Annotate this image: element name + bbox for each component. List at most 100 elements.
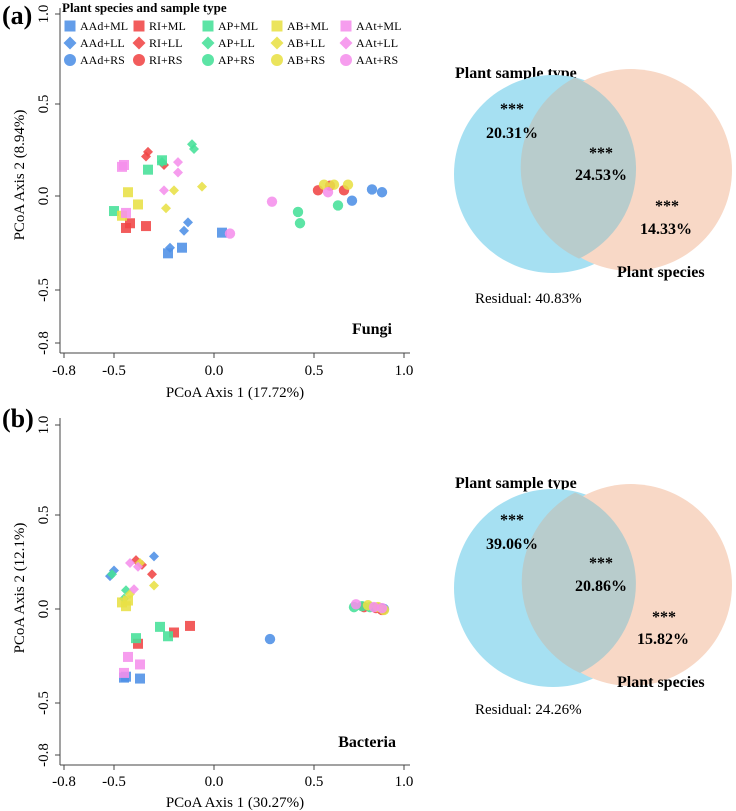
venn-pct-overlap: 24.53% [575,167,627,184]
y-tick-label: -0.5 [36,691,52,715]
data-point [143,146,153,157]
legend-marker [339,36,353,50]
legend-marker [270,36,284,50]
data-point [366,184,378,195]
y-tick-label: -0.5 [36,278,52,302]
y-tick-label: 1.0 [36,5,52,24]
data-point [342,179,354,190]
data-point [163,631,173,642]
data-point [165,242,175,253]
data-point [149,580,159,591]
x-axis-label: PCoA Axis 1 (17.72%) [166,385,304,401]
venn-pct-overlap: 20.86% [575,578,627,595]
data-point [143,164,153,175]
venn-sig-left: *** [500,512,524,529]
data-point [147,569,157,580]
legend-marker [64,54,76,66]
venn-diagram-bacteria: Plant sample type *** 39.06% *** 20.86% … [454,475,732,718]
data-point [197,181,207,192]
legend-label: RI+LL [149,36,182,50]
data-point [125,218,135,229]
legend-marker [132,36,146,50]
data-point [173,157,183,168]
x-tick-label: 0.0 [205,363,224,379]
legend-marker [201,36,215,50]
x-tick-label: 1.0 [395,774,414,790]
x-tick-label: -0.8 [52,774,76,790]
venn-pct-right: 14.33% [640,221,692,238]
x-tick-label: -0.5 [102,363,126,379]
scatter-plot-bacteria: -0.8 -0.5 0.0 0.5 1.0 1.0 0.5 0.0 -0.5 -… [12,416,413,811]
data-point [350,599,362,610]
y-tick-label: 0.0 [36,187,52,206]
data-point [328,179,340,190]
data-point [376,187,388,198]
legend-marker [133,20,145,32]
venn-overlap [520,77,637,259]
legend-label: AP+ML [218,19,258,33]
data-point [107,569,117,580]
venn-title-species: Plant species [617,674,705,691]
legend-label: RI+RS [149,53,182,67]
legend-label: RI+ML [149,19,186,33]
venn-pct-right: 15.82% [637,631,689,648]
legend-marker [64,20,76,32]
data-point [129,584,139,595]
data-point [183,217,193,228]
data-point [266,196,278,207]
data-point [119,159,129,170]
legend-label: AP+LL [218,36,255,50]
legend-marker [133,54,145,66]
data-point [133,199,143,210]
data-point [121,207,131,218]
data-point [135,673,145,684]
data-point [123,595,133,606]
legend-label: AB+ML [287,19,328,33]
data-point [119,667,129,678]
data-point [177,242,187,253]
data-point [157,157,167,168]
y-tick-label: 1.0 [36,416,52,435]
data-point [224,228,236,239]
data-point [131,633,141,644]
y-axis-label: PCoA Axis 2 (8.94%) [12,110,28,241]
legend-label: AP+RS [218,53,255,67]
venn-overlap [521,492,636,673]
data-point [346,195,358,206]
data-point [141,221,151,232]
venn-title-species: Plant species [617,264,705,281]
data-point [161,203,171,214]
data-point [179,225,189,236]
x-axis-label: PCoA Axis 1 (30.27%) [166,795,304,811]
venn-pct-left: 39.06% [486,536,538,553]
y-axis-label: PCoA Axis 2 (12.1%) [12,523,28,654]
legend-label: AAd+LL [80,36,125,50]
scatter-plot-fungi: -0.8 -0.5 0.0 0.5 1.0 1.0 0.5 0.0 -0.5 -… [12,5,413,401]
panel-b: (b) -0.8 -0.5 0.0 0.5 1.0 1.0 0.5 0.0 -0… [2,404,732,811]
data-point [264,633,276,645]
venn-sig-overlap: *** [589,555,613,572]
venn-sig-right: *** [655,198,679,215]
legend-label: AB+RS [287,53,325,67]
legend-marker [63,36,77,50]
legend-marker [271,54,283,66]
data-point [322,187,334,198]
venn-diagram-fungi: Plant sample type *** 20.31% *** 24.53% … [454,65,732,307]
data-point [149,551,159,562]
data-point [155,621,165,632]
data-point [123,187,133,198]
venn-sig-right: *** [652,609,676,626]
legend-marker [271,20,283,32]
x-tick-label: 0.5 [305,774,324,790]
legend-label: AAd+RS [80,53,125,67]
venn-title-sample-type: Plant sample type [455,475,577,492]
venn-residual: Residual: 24.26% [475,702,582,718]
data-point [169,185,179,196]
legend-label: AAd+ML [80,19,128,33]
y-tick-label: -0.8 [36,743,52,767]
data-point [368,601,380,613]
data-point [109,206,119,217]
x-tick-label: 0.0 [205,774,224,790]
data-point [185,620,195,631]
data-point [159,185,169,196]
